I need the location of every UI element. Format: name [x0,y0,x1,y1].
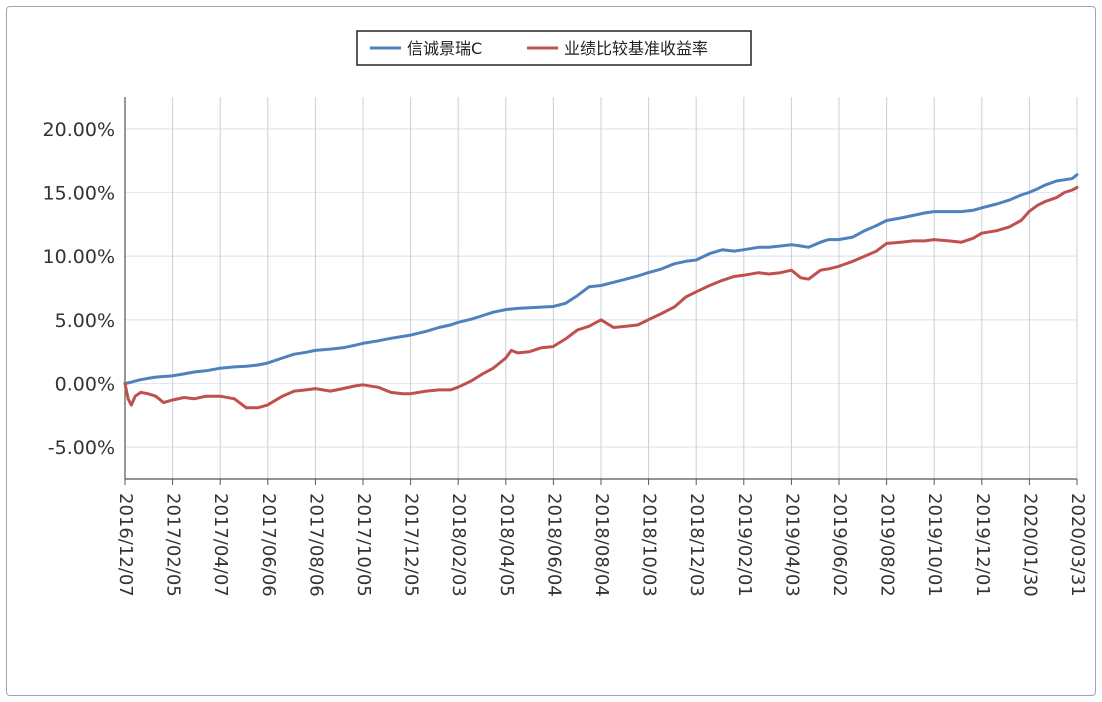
y-tick-label: 15.00% [43,183,115,205]
y-tick-label: 0.00% [55,374,115,396]
x-tick-label: 2018/06/04 [543,493,564,597]
x-tick-label: 2019/02/01 [734,493,755,597]
x-tick-label: 2017/08/06 [305,493,326,597]
x-tick-label: 2016/12/07 [115,493,136,597]
x-tick-label: 2017/06/06 [258,493,279,597]
x-tick-label: 2020/01/30 [1019,493,1040,597]
x-tick-label: 2017/04/07 [210,493,231,597]
series-lines [123,173,1079,410]
x-tick-label: 2020/03/31 [1067,493,1088,597]
series-line-2 [123,185,1079,410]
y-tick-label: -5.00% [48,437,115,459]
axes [124,97,1078,485]
x-tick-label: 2019/06/02 [829,493,850,597]
x-axis-ticks: 2016/12/07 2017/02/05 2017/04/07 2017/06/06… [115,493,1088,597]
line-chart: -5.00% 0.00% 5.00% 10.00% 15.00% 20.00% 2016/… [43,30,1088,597]
legend-label-series-2: 业绩比较基准收益率 [564,39,708,58]
x-tick-label: 2017/02/05 [163,493,184,597]
series-line-1 [123,173,1079,385]
y-axis-ticks: -5.00% 0.00% 5.00% 10.00% 15.00% 20.00% [43,119,115,459]
chart-frame: -5.00% 0.00% 5.00% 10.00% 15.00% 20.00% 2016/… [6,6,1096,696]
x-tick-label: 2019/12/01 [972,493,993,597]
x-tick-label: 2017/12/05 [401,493,422,597]
y-tick-label: 20.00% [43,119,115,141]
x-tick-label: 2018/08/04 [591,493,612,597]
legend: 信诚景瑞C 业绩比较基准收益率 [356,30,752,66]
legend-label-series-1: 信诚景瑞C [407,39,482,58]
x-tick-label: 2018/02/03 [448,493,469,597]
x-tick-label: 2019/10/01 [924,493,945,597]
x-tick-label: 2019/04/03 [781,493,802,597]
x-tick-label: 2018/10/03 [639,493,660,597]
x-tick-label: 2019/08/02 [877,493,898,597]
y-tick-label: 10.00% [43,246,115,268]
x-tick-label: 2018/12/03 [686,493,707,597]
x-tick-label: 2017/10/05 [353,493,374,597]
grid [124,97,1078,479]
x-tick-label: 2018/04/05 [496,493,517,597]
y-tick-label: 5.00% [55,310,115,332]
